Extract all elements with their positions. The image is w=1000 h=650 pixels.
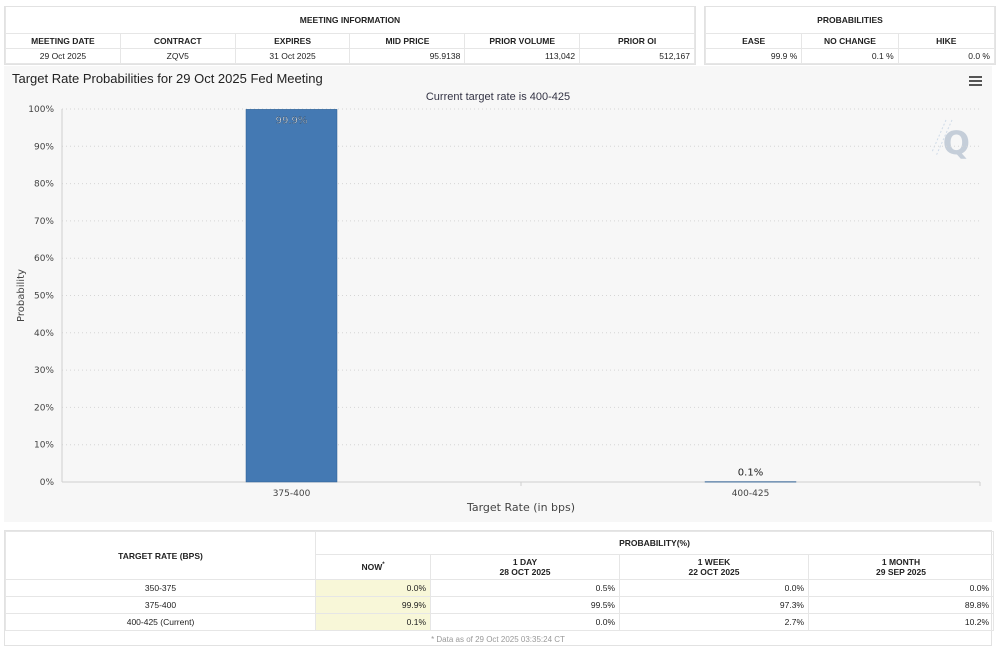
probability-header: PROBABILITY(%): [314, 531, 995, 555]
hike-value: 0.0 %: [897, 47, 996, 64]
bar-data-label: 0.1%: [738, 468, 763, 479]
rate-label: 350-375: [5, 579, 316, 597]
x-tick-label: 400-425: [732, 489, 770, 499]
y-tick-label: 0%: [40, 478, 55, 488]
one-day-value: 0.5%: [430, 579, 620, 597]
table-row: 350-375 0.0% 0.5% 0.0% 0.0%: [5, 579, 995, 597]
one-week-value: 97.3%: [619, 596, 809, 614]
one-week-value: 0.0%: [619, 579, 809, 597]
col-meeting-date: MEETING DATE: [5, 32, 121, 49]
hamburger-menu-icon[interactable]: [969, 76, 982, 86]
cme-watermark-logo: Q: [942, 124, 970, 162]
rate-label: 375-400: [5, 596, 316, 614]
prior-volume-value: 113,042: [464, 47, 581, 64]
one-day-value: 99.5%: [430, 596, 620, 614]
now-value: 0.0%: [315, 579, 431, 597]
y-axis-title: Probability: [16, 269, 27, 322]
y-tick-label: 60%: [34, 254, 54, 264]
bar: [245, 109, 338, 483]
y-tick-label: 90%: [34, 142, 54, 152]
col-no-change: NO CHANGE: [801, 32, 899, 49]
one-month-value: 10.2%: [807, 613, 995, 631]
data-timestamp-note: * Data as of 29 Oct 2025 03:35:24 CT: [431, 635, 565, 644]
col-hike: HIKE: [897, 32, 996, 49]
ease-value: 99.9 %: [704, 47, 803, 64]
now-value: 0.1%: [315, 613, 431, 631]
meeting-information-table: MEETING INFORMATION MEETING DATE CONTRAC…: [4, 6, 696, 65]
meeting-information-header: MEETING INFORMATION: [5, 7, 695, 34]
expires-value: 31 Oct 2025: [234, 47, 351, 64]
probabilities-table: PROBABILITIES EASE NO CHANGE HIKE 99.9 %…: [704, 6, 996, 65]
y-tick-label: 50%: [34, 292, 54, 302]
probability-history-table: TARGET RATE (BPS) PROBABILITY(%) NOW* 1 …: [4, 530, 995, 646]
table-row: 400-425 (Current) 0.1% 0.0% 2.7% 10.2%: [5, 613, 995, 631]
col-now: NOW*: [315, 554, 431, 580]
col-contract: CONTRACT: [119, 32, 236, 49]
chart-subtitle: Current target rate is 400-425: [425, 91, 571, 103]
probabilities-header: PROBABILITIES: [705, 7, 995, 34]
one-week-value: 2.7%: [619, 613, 809, 631]
col-1-day: 1 DAY 28 OCT 2025: [430, 554, 620, 580]
y-tick-label: 40%: [34, 329, 54, 339]
one-day-value: 0.0%: [430, 613, 620, 631]
probability-chart: Target Rate Probabilities for 29 Oct 202…: [4, 66, 992, 522]
bar-chart-svg: 0% 10% 20% 30% 40% 50% 60% 70% 80% 90% 100% 99.9% 37…: [16, 105, 981, 514]
rate-label: 400-425 (Current): [5, 613, 316, 631]
bar-data-label: 99.9%: [276, 115, 308, 126]
now-value: 99.9%: [315, 596, 431, 614]
mid-price-value: 95.9138: [349, 47, 466, 64]
x-axis-title: Target Rate (in bps): [466, 501, 575, 514]
col-1-month: 1 MONTH 29 SEP 2025: [807, 554, 995, 580]
col-expires: EXPIRES: [234, 32, 351, 49]
y-tick-label: 100%: [28, 105, 54, 115]
y-tick-label: 10%: [34, 441, 54, 451]
col-prior-volume: PRIOR VOLUME: [464, 32, 581, 49]
y-tick-label: 30%: [34, 366, 54, 376]
x-tick-label: 375-400: [273, 489, 311, 499]
chart-title: Target Rate Probabilities for 29 Oct 202…: [12, 71, 323, 86]
col-prior-oi: PRIOR OI: [579, 32, 695, 49]
table-row: 375-400 99.9% 99.5% 97.3% 89.8%: [5, 596, 995, 614]
col-1-week: 1 WEEK 22 OCT 2025: [619, 554, 809, 580]
col-ease: EASE: [704, 32, 803, 49]
col-mid-price: MID PRICE: [349, 32, 466, 49]
one-month-value: 0.0%: [807, 579, 995, 597]
y-tick-label: 80%: [34, 180, 54, 190]
y-tick-label: 70%: [34, 217, 54, 227]
no-change-value: 0.1 %: [801, 47, 899, 64]
one-month-value: 89.8%: [807, 596, 995, 614]
y-tick-label: 20%: [34, 403, 54, 413]
bar: [704, 481, 797, 483]
target-rate-header: TARGET RATE (BPS): [5, 531, 316, 580]
prior-oi-value: 512,167: [579, 47, 695, 64]
meeting-date-value: 29 Oct 2025: [5, 47, 121, 64]
contract-value: ZQV5: [119, 47, 236, 64]
